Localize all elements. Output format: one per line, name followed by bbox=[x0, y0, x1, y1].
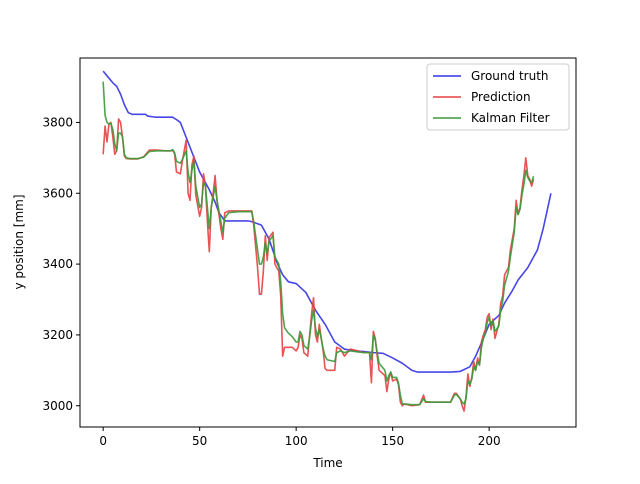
series-line-ground-truth bbox=[102, 70, 552, 373]
series-line-prediction bbox=[102, 118, 535, 412]
y-tick-label: 3200 bbox=[42, 328, 73, 342]
y-tick-label: 3600 bbox=[42, 186, 73, 200]
x-axis: 0 50 100 150 200 bbox=[99, 427, 501, 448]
x-axis-label: Time bbox=[312, 456, 342, 470]
legend-label: Ground truth bbox=[471, 69, 549, 83]
series-line-kalman-filter bbox=[102, 81, 535, 406]
y-tick-label: 3800 bbox=[42, 115, 73, 129]
legend-box bbox=[426, 63, 570, 131]
axes-frame bbox=[79, 57, 577, 428]
x-tick-label: 200 bbox=[478, 434, 501, 448]
x-tick-label: 0 bbox=[99, 434, 107, 448]
y-axis-label: y position [mm] bbox=[12, 194, 26, 289]
legend-label: Prediction bbox=[471, 90, 531, 104]
x-tick-label: 50 bbox=[192, 434, 207, 448]
legend-label: Kalman Filter bbox=[471, 111, 550, 125]
x-tick-label: 150 bbox=[381, 434, 404, 448]
y-tick-label: 3400 bbox=[42, 257, 73, 271]
y-tick-label: 3000 bbox=[42, 399, 73, 413]
x-tick-label: 100 bbox=[285, 434, 308, 448]
plot-lines bbox=[102, 70, 552, 412]
legend: Ground truth Prediction Kalman Filter bbox=[426, 63, 570, 131]
y-axis: 3000 3200 3400 3600 3800 bbox=[42, 115, 80, 413]
